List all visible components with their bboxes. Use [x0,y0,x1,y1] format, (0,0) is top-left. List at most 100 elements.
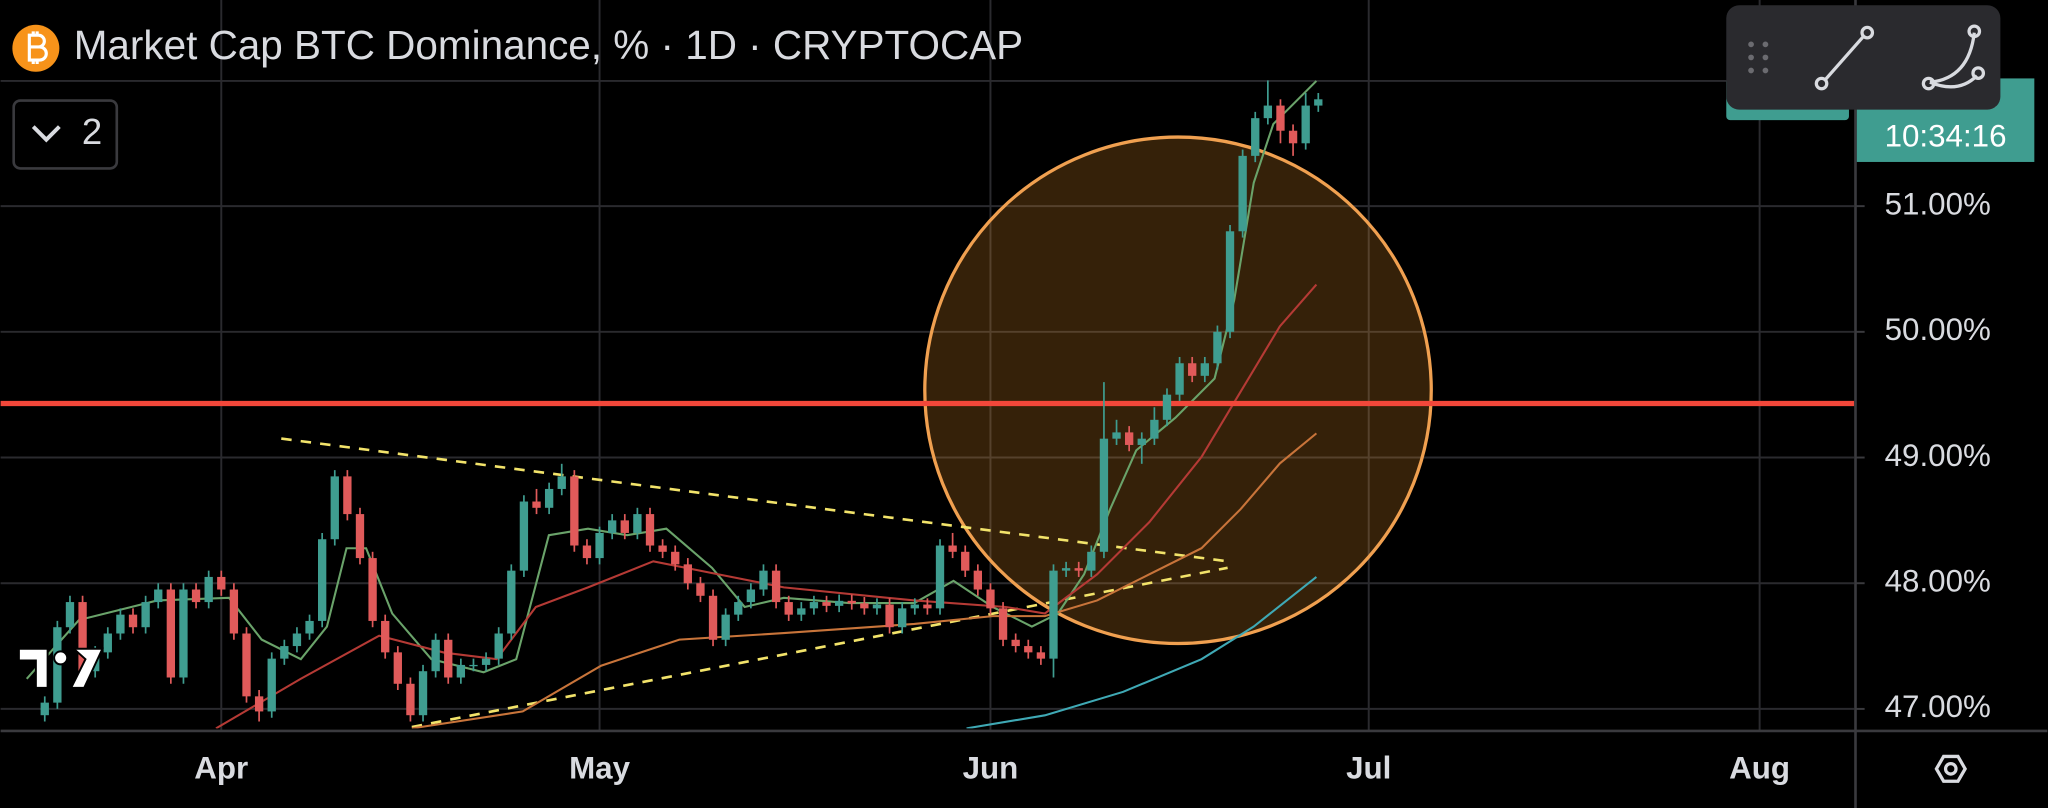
candle-body [1049,570,1058,659]
candle-body [431,639,440,672]
trendline-upper [281,437,1228,563]
candle-body [608,520,617,533]
bitcoin-glyph [27,31,48,64]
candle-body [494,633,503,659]
candle-body [343,476,352,515]
candle-body [998,608,1008,640]
candle-body [1288,130,1298,144]
trendline-tool[interactable] [1814,25,1875,91]
candle-body [292,633,302,647]
settings-icon[interactable] [1934,754,1968,783]
y-tick-label: 51.00% [1885,186,1991,221]
candle-body [986,589,995,609]
candle-body [267,658,276,712]
candle-body [973,570,983,590]
candle-body [1162,394,1172,420]
chart-title: Market Cap BTC Dominance, % · 1D · CRYPT… [74,22,1023,68]
candle-body [935,545,945,609]
y-tick-label: 49.00% [1885,438,1991,473]
candle-body [771,570,781,603]
x-tick-label: Apr [194,750,248,785]
candle-body [910,604,919,609]
candle-body [330,476,339,540]
grid [0,0,1855,731]
candle-body [355,514,365,559]
candle-body [834,600,844,606]
candle-body [116,614,125,634]
candle-body [1314,99,1323,106]
x-tick-label: Aug [1729,750,1790,785]
candle-body [1137,438,1146,445]
candle-body [444,639,453,678]
candle-body [633,514,642,533]
x-tick-label: Jun [963,750,1019,785]
candle-body [179,589,188,678]
candle-body [620,520,629,533]
candle-body [507,570,516,634]
candle-body [797,608,806,615]
candle-body [708,595,718,640]
candle-body [1276,105,1285,131]
candle-body [280,646,289,659]
candle-body [1124,432,1134,445]
candle-body [1301,105,1310,144]
candle-body [204,576,213,603]
x-axis: Apr May Jun Jul Aug [194,750,1790,785]
candle-body [1251,118,1260,156]
candle-body [229,589,239,634]
candle-body [557,476,566,489]
candle-body [734,602,743,615]
candle-body [885,604,894,628]
candle-body [519,501,529,571]
candle-body [305,620,314,634]
indicators-toggle[interactable] [12,99,119,170]
candle-body [721,614,730,640]
candle-body [1087,551,1096,571]
candle-body [923,604,932,609]
candle-body [1150,419,1159,439]
ma-fast [25,80,1318,680]
y-tick-label: 50.00% [1885,312,1991,347]
candle-body [658,545,667,552]
candle-body [368,558,377,621]
candle-body [544,488,554,508]
candle-body [128,614,138,628]
candle-body [532,501,541,508]
candle-body [784,602,793,615]
candle-body [1011,639,1020,647]
candle-body [406,683,415,716]
curve-tool[interactable] [1921,24,1986,91]
candle-body [469,664,478,667]
chevron-icon [31,125,61,143]
candle-body [217,576,226,590]
candle-body [898,608,907,628]
trendline-lower [411,566,1228,729]
drag-handle [1748,41,1769,74]
candle-body [696,583,705,596]
candle-body [381,620,390,653]
candle-body [254,696,264,712]
y-axis: 47.00% 48.00% 49.00% 50.00% 51.00% [1855,186,1991,724]
candle-body [78,602,87,672]
candle-body [40,702,49,716]
indicators-count: 2 [82,111,102,152]
ma-slow [411,432,1318,729]
candle-body [1074,568,1083,571]
candle-body [683,564,692,584]
candle-body [759,570,768,590]
candle-body [822,602,831,606]
candle-body [809,602,819,609]
candle-body [1036,652,1046,659]
candle-body [860,603,869,609]
candle-body [1099,438,1109,552]
candle-body [1175,363,1184,395]
candle-body [582,545,592,559]
candle-body [671,551,680,565]
candle-body [595,532,604,559]
candle-body [872,604,882,609]
candle-body [1225,231,1235,332]
y-tick-label: 47.00% [1885,689,1991,724]
candle-body [1238,155,1247,232]
